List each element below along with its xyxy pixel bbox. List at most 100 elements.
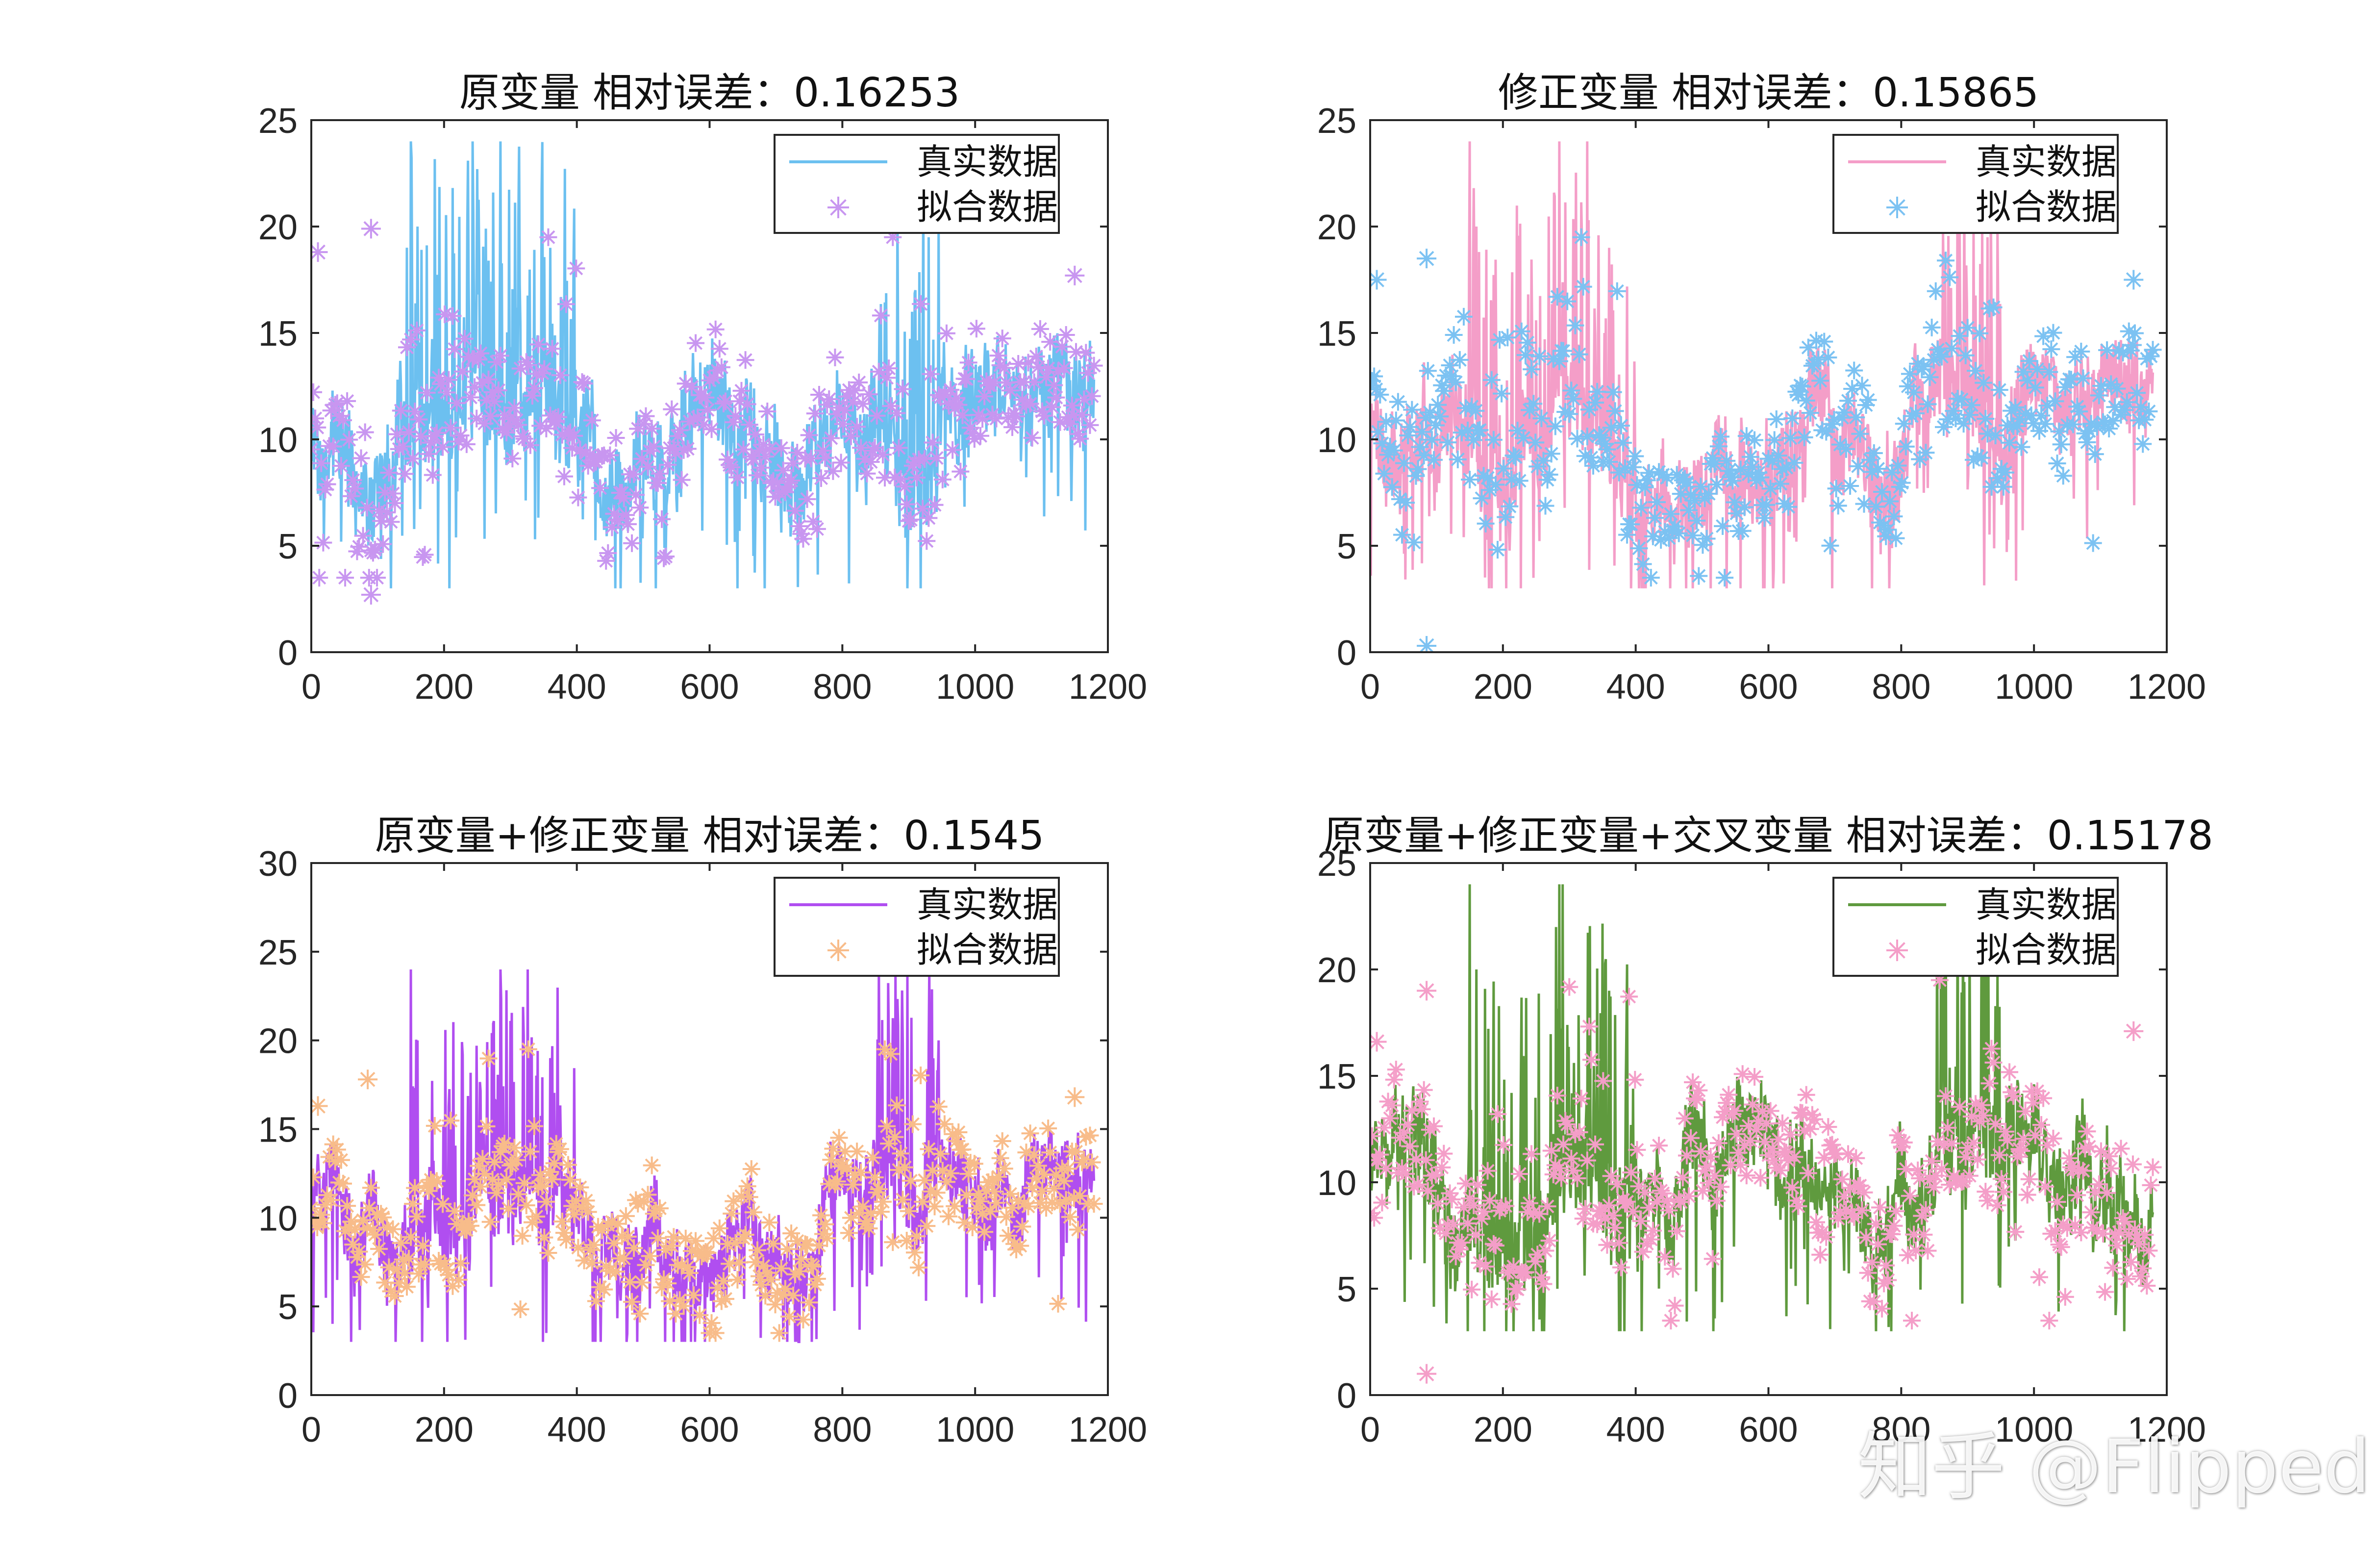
fit-point bbox=[1992, 1170, 2010, 1188]
fit-point bbox=[1640, 464, 1658, 482]
fit-point bbox=[1371, 1145, 1389, 1164]
fit-point bbox=[1937, 1087, 1955, 1105]
fit-point bbox=[2066, 1216, 2084, 1234]
fit-point bbox=[450, 1271, 468, 1289]
fit-point bbox=[1510, 1165, 1528, 1183]
fit-point bbox=[1949, 1170, 1967, 1189]
fit-point bbox=[1003, 1198, 1021, 1217]
fit-point bbox=[872, 306, 890, 325]
fit-point bbox=[1967, 362, 1984, 380]
fit-point bbox=[808, 520, 826, 538]
fit-point bbox=[1009, 355, 1027, 373]
fit-point bbox=[2008, 1147, 2027, 1166]
fit-point bbox=[314, 1214, 332, 1232]
fit-point bbox=[311, 418, 326, 436]
fit-point bbox=[1550, 352, 1568, 370]
fit-point bbox=[571, 441, 589, 459]
fit-point bbox=[1735, 498, 1754, 516]
fit-point bbox=[2014, 363, 2032, 381]
fit-point bbox=[1516, 1263, 1534, 1281]
fit-point bbox=[398, 1278, 416, 1296]
fit-point bbox=[386, 1287, 404, 1305]
fit-point bbox=[543, 1170, 561, 1189]
fit-point bbox=[1495, 1136, 1513, 1154]
fit-point bbox=[567, 1192, 585, 1210]
fit-point bbox=[453, 1215, 472, 1233]
fit-point bbox=[1435, 382, 1453, 400]
fit-point bbox=[1827, 1145, 1845, 1163]
fit-point bbox=[912, 1067, 930, 1085]
fit-point bbox=[557, 1231, 575, 1249]
fit-point bbox=[1907, 1242, 1925, 1260]
fit-point bbox=[1385, 441, 1403, 459]
y-tick-label: 25 bbox=[1317, 844, 1356, 884]
fit-point bbox=[1051, 413, 1069, 431]
fit-point bbox=[2072, 342, 2090, 360]
fit-point bbox=[1393, 526, 1411, 544]
fit-point bbox=[448, 394, 466, 412]
legend-label-true: 真实数据 bbox=[917, 884, 1058, 925]
fit-point bbox=[1564, 1162, 1582, 1180]
fit-point bbox=[370, 502, 388, 520]
fit-point bbox=[491, 1143, 509, 1161]
fit-point bbox=[653, 1278, 671, 1297]
fit-point bbox=[732, 382, 751, 400]
fit-point bbox=[2074, 369, 2092, 387]
fit-point bbox=[526, 1117, 543, 1135]
x-tick-label: 200 bbox=[1474, 1410, 1532, 1450]
fit-point bbox=[794, 1310, 812, 1328]
fit-point bbox=[1017, 396, 1035, 414]
fit-point bbox=[850, 373, 868, 391]
fit-point bbox=[1729, 1144, 1748, 1162]
fit-point bbox=[752, 458, 771, 477]
fit-point bbox=[864, 1148, 882, 1167]
fit-point bbox=[629, 1195, 647, 1213]
fit-point bbox=[390, 440, 408, 458]
fit-point bbox=[905, 1244, 924, 1262]
fit-point bbox=[1919, 1242, 1937, 1260]
fit-point bbox=[2088, 418, 2106, 436]
fit-point bbox=[2102, 375, 2120, 393]
fit-point bbox=[1041, 1144, 1059, 1162]
fit-point bbox=[2116, 401, 2134, 419]
fit-point bbox=[981, 1202, 1000, 1221]
fit-point bbox=[1037, 368, 1055, 386]
fit-point bbox=[693, 386, 711, 404]
fit-point bbox=[2076, 424, 2094, 442]
fit-point bbox=[517, 1196, 535, 1215]
fit-point bbox=[1033, 1182, 1051, 1200]
fit-point bbox=[1493, 1198, 1511, 1217]
fit-point bbox=[1700, 1174, 1718, 1192]
fit-point bbox=[942, 381, 960, 399]
fit-point bbox=[462, 1217, 479, 1235]
fit-point bbox=[1855, 495, 1873, 513]
fit-point bbox=[1696, 1162, 1714, 1180]
fit-point bbox=[1724, 472, 1742, 490]
fit-point bbox=[2024, 1094, 2042, 1112]
fit-point bbox=[1680, 501, 1698, 519]
fit-point bbox=[338, 392, 356, 410]
fit-point bbox=[1077, 344, 1095, 362]
fit-point bbox=[2092, 377, 2110, 395]
fit-point bbox=[1021, 1124, 1039, 1143]
fit-point bbox=[1377, 1160, 1395, 1178]
chart-1: 0 200 400 600 800 1000 1200 0 5 10 15 20 25 原变量 相对误差：… bbox=[258, 70, 1147, 707]
fit-point bbox=[1720, 462, 1738, 480]
fit-point bbox=[657, 1241, 675, 1259]
fit-point bbox=[758, 402, 777, 420]
fit-point bbox=[675, 441, 693, 459]
fit-point bbox=[1686, 491, 1704, 509]
legend-marker-swatch bbox=[827, 940, 849, 961]
fit-point bbox=[527, 1207, 546, 1225]
fit-point bbox=[2138, 1277, 2156, 1295]
fit-point bbox=[1817, 423, 1835, 441]
fit-point bbox=[462, 388, 479, 407]
fit-point bbox=[1971, 1112, 1989, 1130]
fit-point bbox=[772, 1259, 790, 1277]
fit-point bbox=[412, 427, 430, 445]
fit-point bbox=[2114, 1209, 2132, 1227]
fit-point bbox=[424, 466, 442, 484]
fit-point bbox=[617, 1207, 635, 1225]
fit-point bbox=[892, 470, 910, 488]
